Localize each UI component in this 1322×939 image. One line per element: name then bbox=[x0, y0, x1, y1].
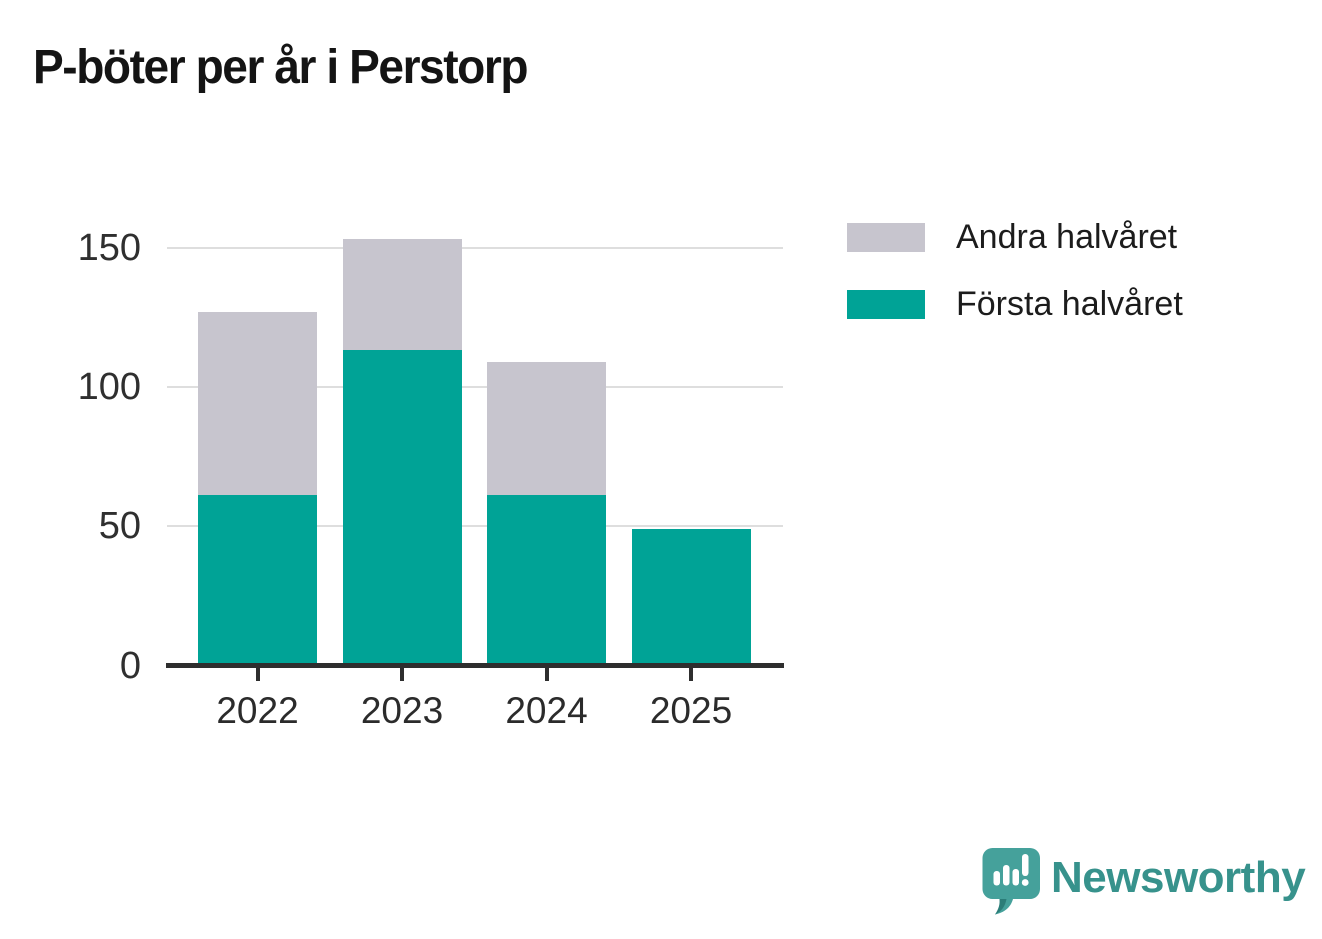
bar-2024-första-halvåret bbox=[487, 493, 606, 668]
gridline-y-50 bbox=[167, 525, 783, 528]
x-axis-line bbox=[166, 663, 784, 668]
gridline-y-100 bbox=[167, 386, 783, 389]
bar-2025-första-halvåret bbox=[631, 529, 751, 668]
x-axis-label-2022: 2022 bbox=[216, 690, 299, 731]
x-axis-tick-2025 bbox=[689, 668, 693, 681]
newsworthy-branding: Newsworthy bbox=[980, 845, 1306, 917]
bar-2024-andra-halvåret bbox=[487, 362, 606, 495]
x-axis-label-2024: 2024 bbox=[505, 690, 588, 731]
x-axis-tick-2023 bbox=[400, 668, 404, 681]
x-axis-label-2023: 2023 bbox=[360, 690, 444, 731]
legend-label-forsta-halvaret: Första halvåret bbox=[956, 285, 1183, 323]
y-axis-tick-label-50: 50 bbox=[98, 505, 141, 548]
newsworthy-wordmark: Newsworthy bbox=[1051, 853, 1306, 902]
legend-item-andra: Andra halvåret bbox=[847, 218, 1183, 257]
y-axis-tick-label-150: 150 bbox=[77, 226, 141, 269]
bar-2022-första-halvåret bbox=[198, 493, 317, 668]
gridline-y-150 bbox=[167, 246, 783, 249]
x-axis-tick-2022 bbox=[255, 668, 260, 681]
bar-2023-första-halvåret bbox=[342, 348, 462, 668]
legend: Andra halvåret Första halvåret bbox=[847, 218, 1183, 352]
bar-2022-andra-halvåret bbox=[198, 311, 317, 495]
legend-label-andra-halvaret: Andra halvåret bbox=[956, 218, 1178, 256]
chart-title: P-böter per år i Perstorp bbox=[33, 41, 528, 94]
y-axis-tick-label-100: 100 bbox=[77, 366, 141, 409]
legend-swatch-andra-halvaret bbox=[847, 223, 925, 252]
x-axis-label-2025: 2025 bbox=[649, 690, 733, 731]
y-axis-tick-label-0: 0 bbox=[119, 644, 141, 687]
newsworthy-logo-icon bbox=[982, 848, 1040, 915]
legend-item-forsta: Första halvåret bbox=[847, 285, 1183, 324]
bar-2023-andra-halvåret bbox=[342, 239, 462, 351]
legend-swatch-forsta-halvaret bbox=[847, 290, 925, 319]
x-axis-tick-2024 bbox=[544, 668, 549, 681]
